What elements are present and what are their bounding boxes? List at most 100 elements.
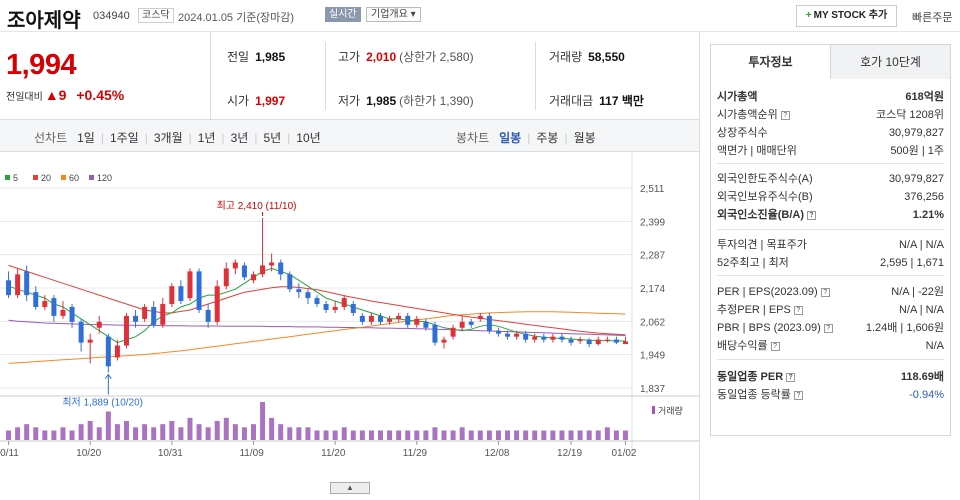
candle-body — [269, 262, 275, 266]
volume-bar — [123, 421, 129, 440]
info-label: 동일업종 PER? — [717, 369, 796, 385]
stock-header: 조아제약 034940 코스닥 2024.01.05 기준(장마감) 실시간 기… — [0, 0, 960, 32]
prev-close: 전일 1,985 — [227, 48, 285, 65]
tab-1d[interactable]: 1일 — [77, 131, 95, 145]
volume-bar — [33, 427, 39, 440]
ma-legend-label: 120 — [97, 173, 112, 183]
volume-bar — [6, 430, 12, 440]
info-label: 외국인소진율(B/A)? — [717, 207, 816, 223]
low-marker-arrow — [104, 373, 112, 379]
tab-monthly[interactable]: 월봉 — [573, 131, 596, 145]
volume-bar — [622, 430, 628, 440]
volume-bar — [532, 430, 538, 440]
line-chart-tabs: 선차트 1일 | 1주일 | 3개월 | 1년 | 3년 | 5년 | 10년 — [34, 131, 321, 145]
ma20-line — [8, 264, 626, 336]
info-value: 1.21% — [912, 209, 944, 221]
candlestick-chart[interactable]: 2,511 2,399 2,287 2,174 2,062 1,949 1,837 5 20 60… — [0, 152, 700, 480]
volume-bar — [196, 424, 202, 440]
base-date: 2024.01.05 기준(장마감) — [178, 12, 295, 24]
tab-1w[interactable]: 1주일 — [109, 131, 139, 145]
volume-bar — [350, 430, 356, 440]
tab-order-book[interactable]: 호가 10단계 — [830, 45, 950, 79]
y-tick-label: 2,399 — [640, 217, 665, 228]
ma-legend-swatch — [89, 175, 94, 180]
y-tick-label: 2,287 — [640, 251, 665, 262]
candle-body — [441, 339, 447, 343]
company-overview-dropdown[interactable]: 기업개요 ▾ — [366, 7, 421, 22]
divider — [325, 42, 326, 110]
volume-bar — [250, 424, 256, 440]
volume-bar — [359, 430, 365, 440]
tab-10y[interactable]: 10년 — [296, 131, 321, 145]
volume-bar — [477, 430, 483, 440]
tab-weekly[interactable]: 주봉 — [536, 131, 559, 145]
volume-bar — [405, 430, 411, 440]
tab-investment-info[interactable]: 투자정보 — [711, 45, 830, 79]
info-label: 시가총액순위? — [717, 107, 790, 123]
help-icon[interactable]: ? — [770, 341, 780, 351]
info-row: 시가총액순위? 코스닥 1208위 — [717, 107, 944, 123]
candle-body — [477, 315, 483, 319]
volume-bar — [441, 430, 447, 440]
volume-bar — [60, 427, 66, 440]
volume-bar — [459, 427, 465, 440]
volume-bar — [450, 430, 456, 440]
info-label: 상장주식수 — [717, 127, 768, 139]
info-value: 30,979,827 — [888, 127, 944, 139]
tab-1y[interactable]: 1년 — [197, 131, 216, 145]
low-label: 저가 — [338, 94, 361, 108]
info-label: 액면가 | 매매단위 — [717, 145, 797, 157]
volume-bar — [114, 424, 120, 440]
tab-daily[interactable]: 일봉 — [499, 131, 522, 145]
info-label: 배당수익률? — [717, 338, 780, 354]
info-label: 시가총액 — [717, 91, 758, 103]
quick-order-link[interactable]: 빠른주문 — [912, 12, 953, 24]
market-badge: 코스닥 — [138, 8, 174, 23]
candle-body — [15, 274, 21, 296]
volume-bar — [341, 427, 347, 440]
candle-body — [396, 315, 402, 319]
candle-body — [541, 336, 547, 340]
volume-bar — [69, 430, 75, 440]
help-icon[interactable]: ? — [786, 372, 796, 382]
info-label: 투자의견 | 목표주가 — [717, 239, 807, 251]
candle-body — [586, 339, 592, 345]
ma5-line — [8, 267, 626, 344]
candle-body — [33, 292, 39, 307]
volume-bar — [51, 430, 57, 440]
volume-legend-label: 거래량 — [658, 405, 683, 416]
candle-body — [133, 315, 139, 322]
open-price: 시가 1,997 — [227, 92, 285, 109]
help-icon[interactable]: ? — [793, 390, 803, 400]
chart-expand-button[interactable]: ▲ — [330, 482, 370, 494]
day-low: 저가 1,985 (하한가 1,390) — [338, 92, 474, 109]
volume-bar — [78, 424, 84, 440]
tab-3y[interactable]: 3년 — [230, 131, 249, 145]
tab-5y[interactable]: 5년 — [263, 131, 282, 145]
help-icon[interactable]: ? — [807, 210, 816, 220]
info-label: PBR | BPS (2023.09)? — [717, 320, 833, 336]
info-row: PBR | BPS (2023.09)? 1.24배 | 1,606원 — [717, 320, 944, 336]
realtime-button[interactable]: 실시간 — [325, 7, 361, 22]
help-icon[interactable]: ? — [823, 323, 833, 333]
info-row: 외국인보유주식수(B) 376,256 — [717, 189, 944, 205]
divider — [210, 32, 211, 120]
help-icon[interactable]: ? — [820, 287, 830, 297]
candle-body — [314, 298, 320, 305]
help-icon[interactable]: ? — [780, 110, 790, 120]
candle-body — [450, 327, 456, 337]
y-tick-label: 2,511 — [640, 184, 665, 195]
info-label: 외국인보유주식수(B) — [717, 191, 813, 203]
volume-bar — [160, 424, 166, 440]
add-mystock-button[interactable]: + MY STOCK 추가 — [796, 5, 897, 27]
up-arrow-icon: ▲ — [44, 87, 59, 103]
info-value: 2,595 | 1,671 — [879, 257, 944, 269]
ma-legend-swatch — [5, 175, 10, 180]
tab-3m[interactable]: 3개월 — [153, 131, 183, 145]
chart-svg: 2,511 2,399 2,287 2,174 2,062 1,949 1,837 5 20 60… — [0, 152, 700, 459]
volume-bar — [24, 424, 30, 440]
candle-body — [514, 333, 520, 337]
help-icon[interactable]: ? — [793, 305, 803, 315]
volume-bar — [260, 402, 266, 440]
y-tick-label: 1,837 — [640, 384, 665, 395]
